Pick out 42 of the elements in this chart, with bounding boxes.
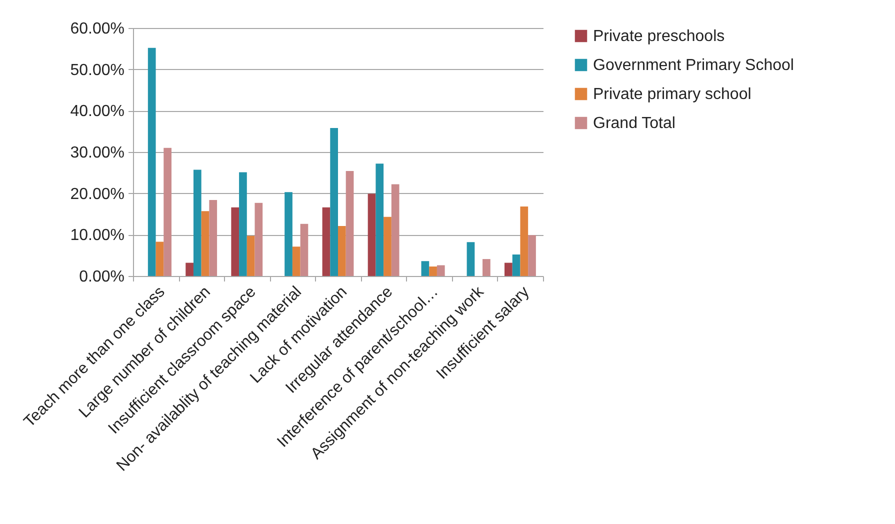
bar	[376, 164, 384, 276]
bar	[156, 242, 164, 276]
bar	[436, 265, 445, 276]
bar	[239, 172, 247, 276]
bar	[254, 202, 263, 276]
bar	[186, 262, 194, 276]
y-tick-label: 40.00%	[70, 103, 124, 120]
y-tick-label: 0.00%	[79, 268, 124, 286]
bar	[148, 48, 156, 276]
bar	[520, 206, 528, 276]
bar	[384, 216, 392, 276]
bar	[528, 235, 536, 276]
y-tick-label: 20.00%	[70, 186, 124, 203]
bar	[421, 261, 430, 276]
y-tick-label: 10.00%	[70, 227, 124, 244]
legend-label: Grand Total	[593, 115, 676, 132]
bar	[466, 242, 475, 276]
bar	[338, 226, 346, 276]
legend-label: Private preschools	[593, 28, 725, 45]
bar	[429, 266, 437, 276]
bar	[330, 128, 338, 276]
bar	[322, 207, 330, 276]
bar	[292, 246, 300, 276]
bar	[201, 211, 210, 276]
bar	[368, 194, 376, 276]
y-tick-label: 30.00%	[70, 144, 124, 162]
bar	[164, 148, 172, 276]
bar	[246, 236, 255, 276]
bar	[482, 259, 490, 276]
bar	[391, 184, 400, 276]
bar	[193, 170, 202, 276]
y-tick-label: 50.00%	[70, 62, 124, 79]
bar	[300, 224, 308, 276]
bar	[284, 192, 292, 276]
bar	[209, 200, 218, 276]
bar	[231, 207, 240, 276]
bar	[346, 171, 354, 276]
y-tick-label: 60.00%	[70, 20, 124, 38]
legend-label: Government Primary School	[593, 57, 794, 74]
bar	[512, 254, 520, 276]
bar	[504, 262, 512, 276]
legend-label: Private primary school	[593, 86, 752, 103]
